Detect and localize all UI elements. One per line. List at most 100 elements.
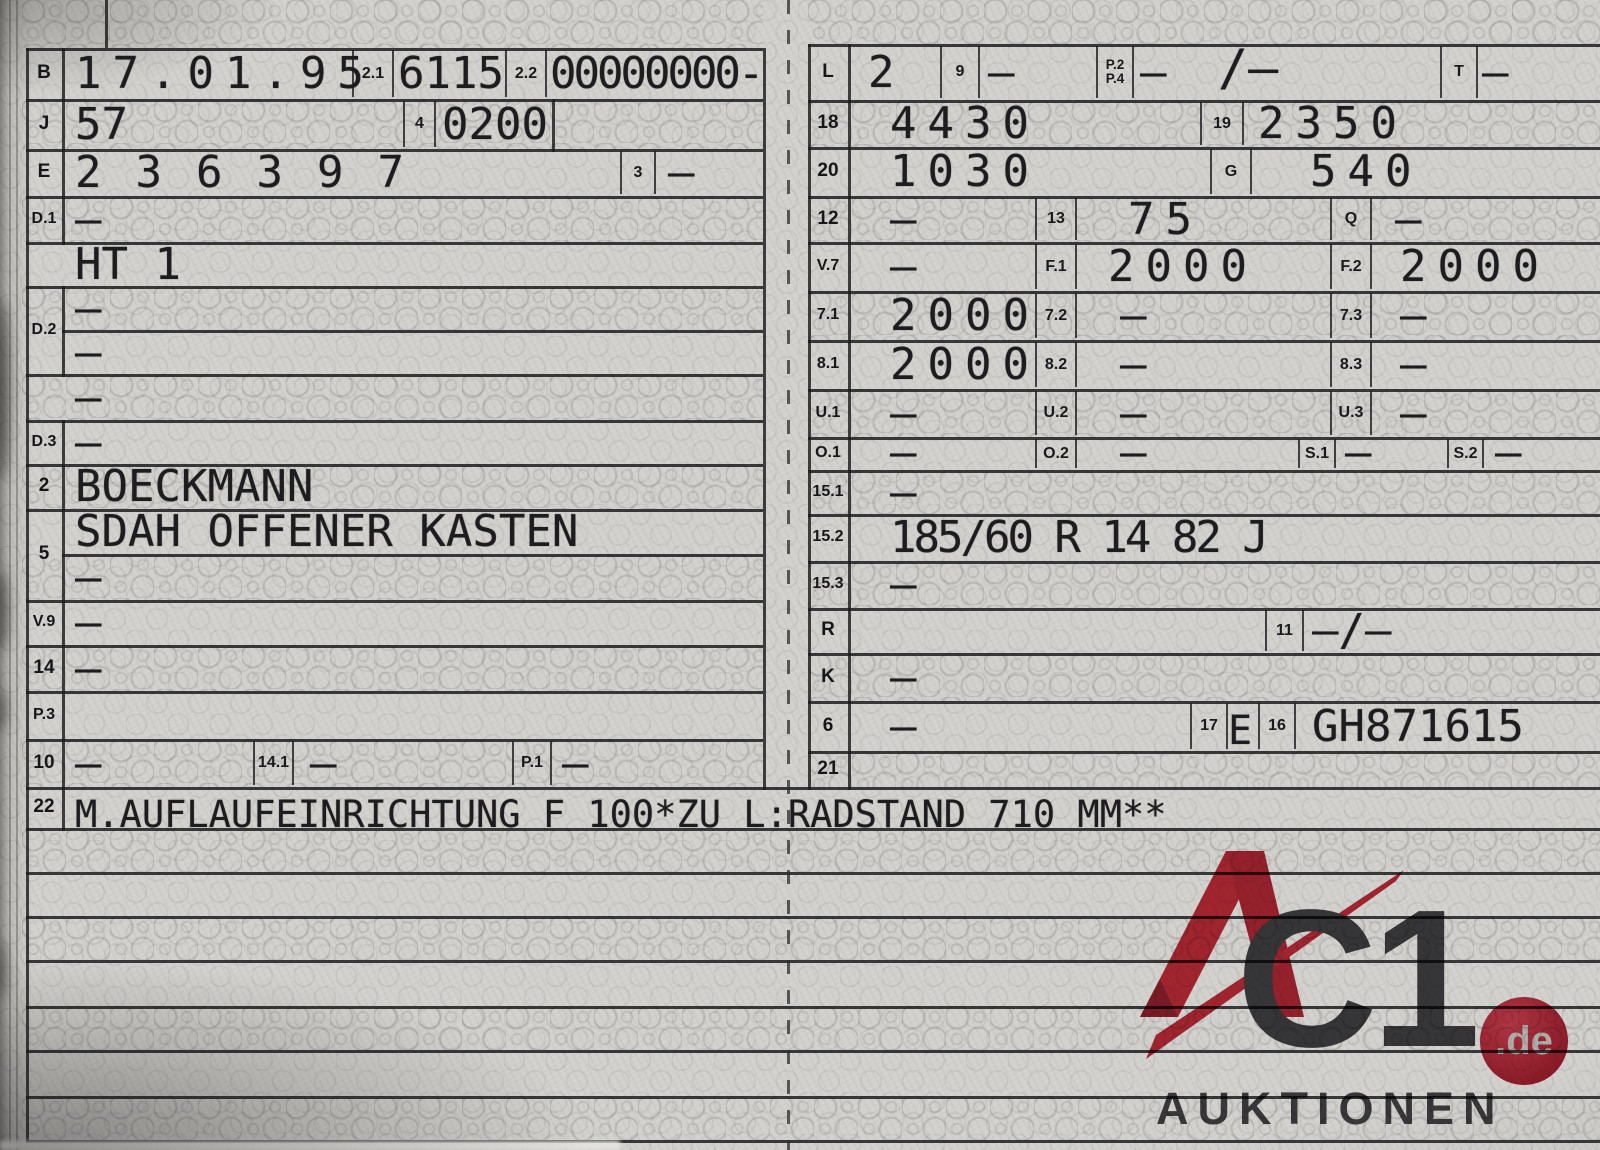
field-label-22: 22: [33, 796, 55, 817]
field-box-S2: S.2: [1447, 439, 1484, 468]
field-value-8-1: 2000: [890, 339, 1040, 390]
field-box-3: 3: [620, 151, 656, 194]
field-box-F2: F.2: [1330, 244, 1372, 289]
field-label-B: B: [37, 62, 51, 83]
grid-line: [62, 286, 65, 377]
field-box-U2: U.2: [1035, 391, 1077, 435]
field-label-6: 6: [822, 715, 834, 736]
field-box-7-3: 7.3: [1330, 293, 1372, 338]
field-value-U1: —: [890, 388, 917, 439]
grid-line: [26, 286, 763, 289]
field-label-15-3: 15.3: [812, 575, 844, 592]
field-label-R: R: [821, 619, 835, 640]
pattern-band: [808, 196, 1600, 242]
grid-line: [808, 44, 1600, 47]
field-label-K: K: [821, 666, 835, 687]
grid-line: [26, 1006, 1600, 1009]
logo-c1-text: C1: [1236, 869, 1481, 1088]
field-value-14: —: [75, 643, 102, 694]
field-value-2-1: 6115: [398, 48, 504, 99]
field-value-20: 1030: [890, 146, 1040, 197]
field-label-P3: P.3: [33, 706, 55, 723]
field-box-11: 11: [1265, 610, 1304, 651]
field-value-7-3: —: [1400, 290, 1427, 341]
field-label-12: 12: [817, 208, 839, 229]
field-value-P1: —: [562, 738, 589, 789]
grid-line: [62, 48, 65, 245]
field-box-O2: O.2: [1035, 439, 1077, 468]
field-value-18: 4430: [890, 98, 1040, 149]
grid-line: [808, 389, 1600, 392]
grid-line: [26, 242, 763, 245]
field-value-17: E: [1228, 708, 1253, 754]
field-value-S1: —: [1345, 427, 1372, 478]
field-value-5-b: —: [75, 552, 102, 603]
field-label-D2: D.2: [31, 321, 57, 338]
grid-line: [26, 739, 763, 742]
scan-artifact: [9, 0, 11, 1150]
field-label-J: J: [38, 113, 50, 134]
field-label-8-1: 8.1: [816, 355, 840, 372]
grid-line: [808, 470, 1600, 473]
grid-line: [26, 828, 1600, 831]
grid-line: [26, 464, 763, 467]
field-value-S2: —: [1495, 427, 1522, 478]
grid-line: [26, 99, 763, 102]
field-box-T: T: [1440, 46, 1478, 98]
pattern-band: [22, 286, 763, 330]
field-label-V7: V.7: [816, 257, 840, 274]
field-value-7-2: —: [1120, 290, 1147, 341]
field-value-8-2: —: [1120, 339, 1147, 390]
field-value-D1: —: [75, 194, 102, 245]
grid-line: [808, 751, 1600, 754]
field-box-17: 17: [1190, 703, 1228, 749]
grid-line: [62, 420, 65, 831]
field-value-O2: —: [1120, 427, 1147, 478]
grid-line: [552, 99, 555, 152]
grid-line: [26, 600, 763, 603]
grid-line: [808, 242, 1600, 245]
field-value-15-3: —: [890, 559, 917, 610]
grid-line: [808, 437, 1600, 440]
field-value-13: 75: [1128, 194, 1203, 245]
grid-line: [26, 1140, 1600, 1143]
field-value-16: GH871615: [1312, 701, 1524, 752]
label-p4: P.4: [1105, 71, 1125, 86]
pattern-band: [808, 389, 1600, 437]
pattern-band: [22, 739, 763, 787]
pattern-band: [22, 828, 1600, 872]
field-box-9: 9: [940, 46, 980, 98]
grid-line: [26, 1050, 1600, 1053]
pattern-band: [22, 99, 763, 149]
pattern-band: [22, 1006, 1600, 1050]
scan-artifact: [0, 690, 6, 730]
field-box-S1: S.1: [1298, 439, 1336, 468]
field-value-19: 2350: [1258, 98, 1408, 149]
grid-line: [808, 100, 1600, 103]
grid-line: [26, 960, 1600, 963]
field-value-11: —/—: [1312, 605, 1392, 656]
grid-line: [105, 0, 108, 48]
grid-line: [26, 509, 763, 512]
field-value-O1: —: [890, 427, 917, 478]
grid-line: [62, 330, 763, 333]
field-label-E: E: [37, 161, 51, 182]
grid-line: [26, 872, 1600, 875]
field-value-D3: —: [75, 417, 102, 468]
field-value-8-3: —: [1400, 339, 1427, 390]
field-label-V9: V.9: [32, 613, 56, 630]
pattern-band: [22, 554, 763, 600]
field-value-E: 236397: [75, 147, 438, 198]
grid-line: [808, 608, 1600, 611]
grid-line: [62, 554, 763, 557]
field-value-D2-a: —: [75, 283, 102, 334]
field-value-P2P4: —: [1140, 47, 1167, 98]
grid-line: [26, 916, 1600, 919]
pattern-band: [22, 916, 1600, 960]
field-value-B: 17.01.95: [75, 48, 375, 99]
grid-line: [808, 701, 1600, 704]
pattern-band: [808, 470, 1600, 514]
field-box-U3: U.3: [1330, 391, 1372, 435]
field-label-U1: U.1: [815, 404, 841, 421]
field-label-14: 14: [33, 657, 55, 678]
